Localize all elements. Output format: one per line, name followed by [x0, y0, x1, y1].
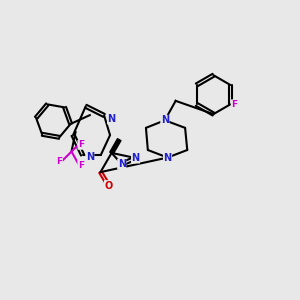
Text: N: N [118, 159, 126, 169]
Text: N: N [164, 153, 172, 163]
Text: N: N [107, 114, 116, 124]
Text: F: F [78, 160, 84, 169]
Text: N: N [161, 115, 169, 125]
Text: O: O [104, 181, 113, 190]
Text: F: F [231, 100, 237, 109]
Text: F: F [56, 157, 62, 166]
Text: N: N [86, 152, 94, 162]
Text: N: N [131, 153, 140, 163]
Text: F: F [78, 140, 84, 149]
